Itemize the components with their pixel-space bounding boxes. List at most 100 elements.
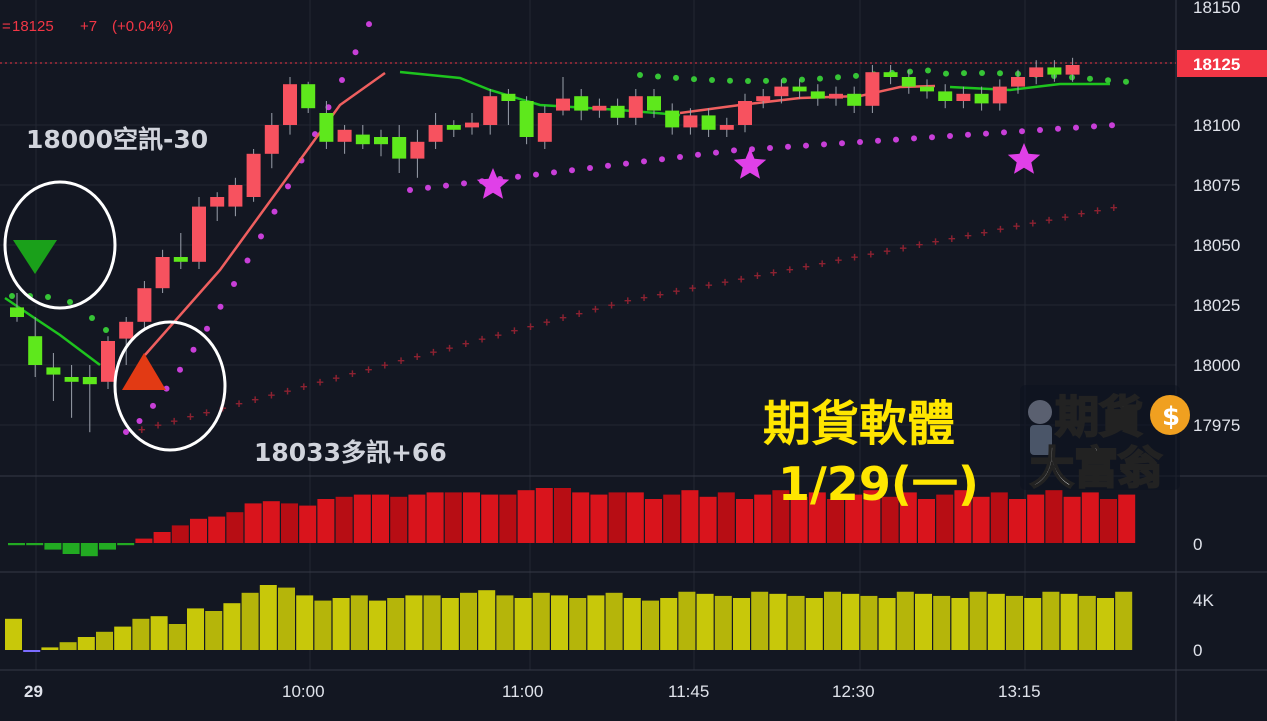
sar-dot bbox=[965, 131, 971, 138]
cross-marker: + bbox=[559, 310, 567, 325]
cross-marker: + bbox=[818, 256, 826, 271]
sar-dot bbox=[443, 182, 449, 189]
macd-bar bbox=[153, 532, 171, 543]
cross-marker: + bbox=[154, 418, 162, 433]
candle-body bbox=[1065, 65, 1080, 75]
sar-dot bbox=[67, 299, 73, 305]
candle-body bbox=[10, 307, 24, 317]
volume-bar bbox=[878, 598, 896, 650]
volume-bar bbox=[59, 642, 77, 650]
candle-body bbox=[446, 125, 461, 130]
cross-marker: + bbox=[381, 358, 389, 373]
candle-body bbox=[228, 185, 243, 207]
macd-bar bbox=[281, 503, 298, 543]
cross-marker: + bbox=[656, 287, 664, 302]
cross-marker: + bbox=[932, 234, 940, 249]
cross-marker: + bbox=[1061, 209, 1069, 224]
cross-marker: + bbox=[268, 388, 276, 403]
cross-marker: + bbox=[737, 271, 745, 286]
candle-body bbox=[155, 257, 170, 289]
sar-dot bbox=[673, 74, 679, 81]
volume-bar bbox=[623, 598, 641, 650]
cross-marker: + bbox=[203, 405, 211, 420]
cross-marker: + bbox=[316, 375, 324, 390]
price-tick: 18100 bbox=[1193, 116, 1240, 135]
macd-bar bbox=[736, 499, 753, 543]
cross-marker: + bbox=[365, 362, 373, 377]
sar-dot bbox=[1073, 124, 1079, 131]
candle-body bbox=[556, 98, 570, 111]
volume-bar bbox=[223, 603, 241, 650]
candle-body bbox=[192, 206, 206, 262]
sar-dot bbox=[853, 72, 859, 79]
sar-dot bbox=[163, 385, 170, 392]
sar-dot bbox=[637, 72, 643, 78]
candle-body bbox=[756, 96, 771, 101]
price-tick: 18000 bbox=[1193, 356, 1240, 375]
cross-marker: + bbox=[170, 413, 178, 428]
sar-dot bbox=[875, 137, 881, 144]
candle-body bbox=[938, 91, 953, 101]
volume-bar bbox=[678, 591, 696, 650]
sar-dot bbox=[1109, 122, 1115, 129]
macd-bar bbox=[827, 499, 844, 543]
candle-body bbox=[719, 125, 734, 130]
candlesticks bbox=[10, 57, 1080, 433]
macd-bar bbox=[881, 496, 899, 543]
macd-bar bbox=[1027, 494, 1045, 543]
macd-bar bbox=[608, 492, 626, 543]
volume-bar bbox=[969, 591, 987, 650]
sar-dot bbox=[947, 133, 953, 139]
macd-bar bbox=[190, 518, 207, 543]
sar-dot bbox=[366, 21, 372, 28]
sar-dot bbox=[103, 327, 109, 333]
volume-bar bbox=[915, 593, 932, 650]
sar-dot bbox=[781, 77, 787, 84]
candle-body bbox=[1029, 67, 1044, 77]
short-signal-down-triangle-icon bbox=[13, 240, 57, 274]
volume-bar bbox=[514, 598, 532, 650]
volume-bar bbox=[933, 595, 951, 650]
macd-bar bbox=[44, 543, 62, 550]
sar-dot bbox=[839, 140, 845, 147]
candle-body bbox=[574, 96, 589, 111]
volume-bar bbox=[787, 595, 805, 650]
cross-marker: + bbox=[899, 240, 907, 255]
candle-body bbox=[101, 341, 115, 382]
candle-body bbox=[137, 288, 152, 322]
candle-body bbox=[683, 115, 698, 128]
macd-bar bbox=[1045, 490, 1063, 543]
sar-dot bbox=[1091, 123, 1097, 130]
sar-dot bbox=[1019, 128, 1025, 135]
sar-dot bbox=[817, 75, 823, 82]
candle-body bbox=[865, 72, 880, 106]
volume-bar bbox=[423, 595, 441, 650]
candle-body bbox=[701, 115, 716, 130]
ma-line-green-3 bbox=[949, 82, 1110, 92]
macd-bar bbox=[481, 494, 499, 543]
last-price-badge-label: 18125 bbox=[1193, 55, 1240, 74]
cross-marker: + bbox=[1094, 203, 1102, 218]
long-signal-label: 18033多訊+66 bbox=[254, 438, 447, 467]
sar-dot bbox=[677, 154, 683, 160]
sar-dot bbox=[325, 104, 332, 111]
sar-dot bbox=[997, 70, 1003, 77]
sar-dot bbox=[177, 366, 183, 373]
candle-body bbox=[337, 129, 352, 142]
sar-dot bbox=[1055, 125, 1061, 132]
cross-marker: + bbox=[138, 422, 146, 437]
volume-bar bbox=[987, 593, 1005, 650]
sar-dot bbox=[89, 315, 95, 321]
volume-bar bbox=[896, 591, 914, 650]
sar-dot bbox=[150, 402, 156, 409]
macd-bar bbox=[353, 494, 371, 543]
cross-marker: + bbox=[527, 319, 535, 334]
volume-bar bbox=[1097, 598, 1114, 650]
sar-dot bbox=[763, 77, 769, 84]
cross-marker: + bbox=[284, 383, 292, 398]
sar-dot bbox=[929, 134, 935, 141]
sar-dot bbox=[659, 156, 665, 163]
volume-bar bbox=[1006, 595, 1023, 650]
sar-dot bbox=[655, 73, 661, 80]
